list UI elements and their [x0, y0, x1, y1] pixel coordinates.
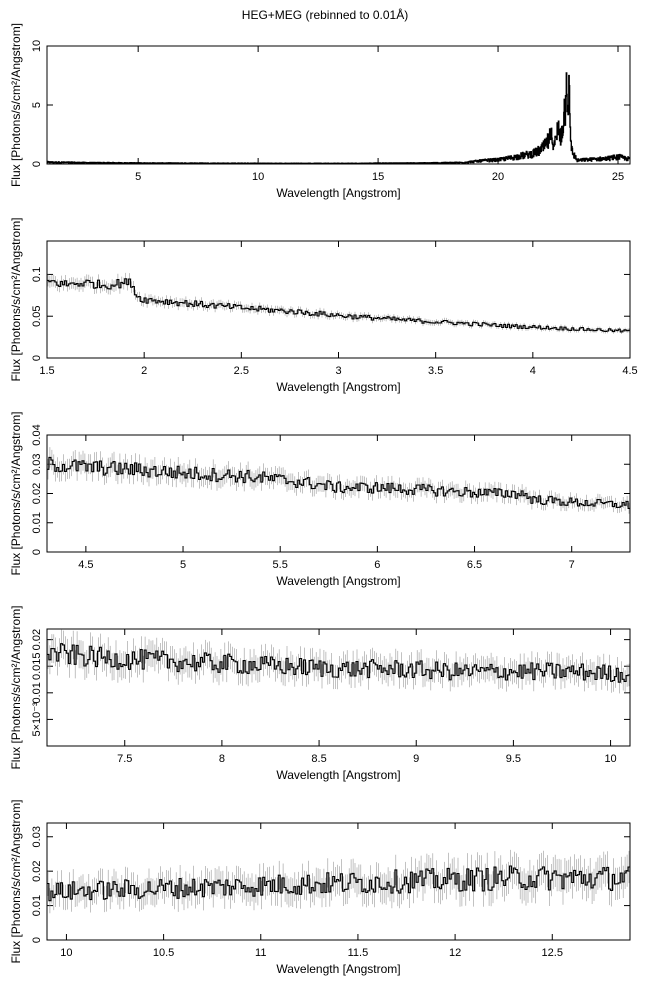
- y-tick-label: 0.02: [31, 860, 43, 881]
- x-tick-label: 7: [569, 559, 575, 571]
- x-tick-label: 4.5: [622, 365, 637, 377]
- x-axis-label: Wavelength [Angstrom]: [276, 574, 400, 588]
- x-axis-label: Wavelength [Angstrom]: [276, 380, 400, 394]
- x-tick-label: 6: [374, 559, 380, 571]
- x-tick-label: 10: [604, 753, 616, 765]
- x-tick-label: 3.5: [428, 365, 443, 377]
- plot-frame-5: [46, 822, 631, 941]
- error-bars: [47, 272, 630, 334]
- x-tick-label: 4.5: [78, 559, 93, 571]
- y-tick-label: 10: [31, 40, 43, 52]
- y-tick-label: 0: [31, 355, 43, 361]
- x-tick-label: 5.5: [273, 559, 288, 571]
- y-axis-label: Flux [Photons/s/cm²/Angstrom]: [9, 799, 23, 963]
- y-axis-label: Flux [Photons/s/cm²/Angstrom]: [9, 411, 23, 575]
- spectrum-series: [47, 865, 630, 902]
- x-tick-label: 5: [180, 559, 186, 571]
- x-tick-label: 1.5: [39, 365, 54, 377]
- y-tick-label: 0: [31, 937, 43, 943]
- x-tick-label: 4: [530, 365, 536, 377]
- x-tick-label: 6.5: [467, 559, 482, 571]
- x-tick-label: 20: [492, 171, 504, 183]
- x-tick-label: 10: [60, 947, 72, 959]
- x-tick-label: 8: [219, 753, 225, 765]
- x-tick-label: 2.5: [234, 365, 249, 377]
- y-axis-label: Flux [Photons/s/cm²/Angstrom]: [9, 217, 23, 381]
- y-tick-label: 0.03: [31, 826, 43, 847]
- x-tick-label: 9.5: [506, 753, 521, 765]
- y-tick-label: 0.1: [31, 267, 43, 282]
- y-tick-label: 0: [31, 549, 43, 555]
- spectrum-series: [47, 643, 630, 683]
- x-tick-label: 12: [449, 947, 461, 959]
- y-tick-label: 5×10⁻³: [31, 702, 43, 737]
- x-tick-label: 12.5: [542, 947, 563, 959]
- x-tick-label: 3: [335, 365, 341, 377]
- y-tick-label: 0.03: [31, 454, 43, 475]
- y-tick-label: 0.015: [31, 652, 43, 680]
- x-axis-label: Wavelength [Angstrom]: [276, 962, 400, 976]
- plot-frame-4: [46, 628, 631, 747]
- x-tick-label: 11.5: [348, 947, 369, 959]
- x-tick-label: 9: [413, 753, 419, 765]
- y-axis-label: Flux [Photons/s/cm²/Angstrom]: [9, 605, 23, 769]
- x-tick-label: 7.5: [117, 753, 132, 765]
- error-bars: [47, 629, 630, 694]
- x-tick-label: 15: [372, 171, 384, 183]
- y-axis-label: Flux [Photons/s/cm²/Angstrom]: [9, 23, 23, 187]
- y-tick-label: 0.04: [31, 424, 43, 445]
- y-tick-label: 0.05: [31, 306, 43, 327]
- y-tick-label: 0.02: [31, 483, 43, 504]
- x-tick-label: 8.5: [311, 753, 326, 765]
- x-tick-label: 2: [141, 365, 147, 377]
- spectrum-series: [47, 456, 630, 509]
- x-tick-label: 10.5: [153, 947, 174, 959]
- y-tick-label: 0: [31, 161, 43, 167]
- x-axis-label: Wavelength [Angstrom]: [276, 186, 400, 200]
- x-tick-label: 25: [612, 171, 624, 183]
- x-tick-label: 11: [255, 947, 266, 959]
- y-tick-label: 0.01: [31, 682, 43, 703]
- x-tick-label: 5: [135, 171, 141, 183]
- figure-title: HEG+MEG (rebinned to 0.01Å): [241, 8, 409, 22]
- y-tick-label: 0.01: [31, 895, 43, 916]
- x-axis-label: Wavelength [Angstrom]: [276, 768, 400, 782]
- spectrum-series: [47, 278, 630, 333]
- y-tick-label: 0.01: [31, 512, 43, 533]
- plot-frame-3: [46, 434, 631, 553]
- y-tick-label: 0.02: [31, 629, 43, 650]
- plot-frame-2: [46, 240, 631, 359]
- spectrum-series: [46, 72, 631, 165]
- y-tick-label: 5: [31, 102, 43, 108]
- x-tick-label: 10: [252, 171, 264, 183]
- error-bars: [47, 849, 630, 914]
